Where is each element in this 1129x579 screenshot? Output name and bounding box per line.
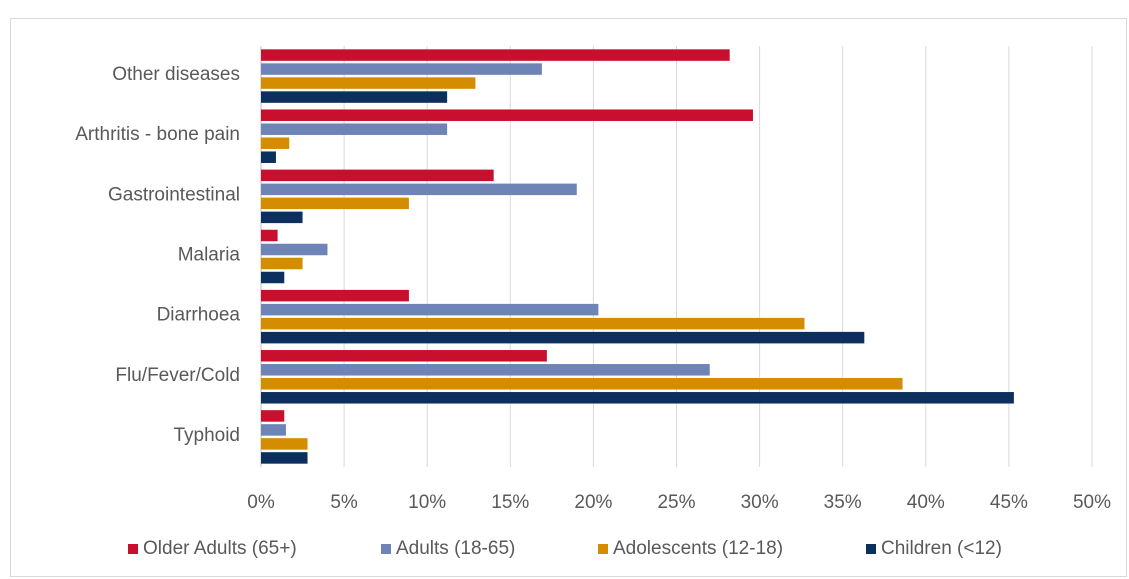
- bar-arthritis-bone-pain-older-adults-65: [261, 109, 753, 121]
- category-label-typhoid: Typhoid: [173, 425, 240, 446]
- bar-gastrointestinal-adolescents-12-18: [261, 197, 409, 210]
- bar-malaria-children-12: [261, 271, 285, 284]
- x-tick-label: 25%: [657, 492, 695, 513]
- legend-swatch: [866, 544, 876, 554]
- bar-other-diseases-older-adults-65: [261, 49, 730, 61]
- x-tick-label: 0%: [247, 492, 275, 513]
- legend-label: Older Adults (65+): [143, 538, 297, 559]
- gridlines: [343, 46, 1093, 467]
- x-axis-tick-labels: 0% 5% 10% 15% 20% 25% 30% 35% 40% 45% 50%: [247, 492, 1111, 513]
- bar-flu-fever-cold-children-12: [261, 392, 1014, 404]
- category-label-diarrhoea: Diarrhoea: [157, 305, 241, 326]
- category-label-malaria: Malaria: [178, 245, 241, 266]
- x-tick-label: 50%: [1073, 492, 1111, 513]
- legend-item-older-adults-65: Older Adults (65+): [128, 538, 297, 559]
- x-tick-label: 35%: [824, 492, 862, 513]
- bar-flu-fever-cold-older-adults-65: [261, 350, 547, 362]
- category-label-gastrointestinal: Gastrointestinal: [108, 184, 240, 205]
- bar-arthritis-bone-pain-adolescents-12-18: [261, 137, 290, 149]
- bars-layer: [261, 49, 1014, 464]
- category-label-flu-fever-cold: Flu/Fever/Cold: [115, 365, 240, 386]
- bar-diarrhoea-adolescents-12-18: [261, 317, 805, 330]
- bar-diarrhoea-children-12: [261, 331, 865, 344]
- bar-flu-fever-cold-adolescents-12-18: [261, 378, 903, 390]
- legend-swatch: [598, 544, 608, 554]
- x-tick-label: 30%: [741, 492, 779, 513]
- category-label-other-diseases: Other diseases: [112, 64, 240, 85]
- bar-typhoid-adults-18-65: [261, 424, 286, 436]
- legend-item-adolescents-12-18: Adolescents (12-18): [598, 538, 783, 559]
- bar-arthritis-bone-pain-adults-18-65: [261, 123, 448, 135]
- legend-label: Adolescents (12-18): [613, 538, 783, 559]
- bar-malaria-adults-18-65: [261, 243, 328, 256]
- x-tick-label: 10%: [408, 492, 446, 513]
- legend-swatch: [128, 544, 138, 554]
- bar-gastrointestinal-children-12: [261, 211, 303, 224]
- category-labels: Other diseases Arthritis - bone pain Gastr…: [75, 64, 240, 446]
- legend-label: Adults (18-65): [396, 538, 515, 559]
- legend-item-children-12: Children (<12): [866, 538, 1002, 559]
- bar-gastrointestinal-older-adults-65: [261, 169, 494, 182]
- category-label-arthritis-bone-pain: Arthritis - bone pain: [75, 124, 240, 145]
- bar-typhoid-older-adults-65: [261, 410, 285, 422]
- bar-typhoid-adolescents-12-18: [261, 438, 308, 450]
- bar-typhoid-children-12: [261, 452, 308, 464]
- x-tick-label: 45%: [990, 492, 1028, 513]
- bar-diarrhoea-older-adults-65: [261, 289, 409, 302]
- bar-arthritis-bone-pain-children-12: [261, 151, 276, 163]
- legend: Older Adults (65+) Adults (18-65) Adolesce…: [128, 538, 1002, 559]
- bar-flu-fever-cold-adults-18-65: [261, 364, 710, 376]
- bar-other-diseases-adults-18-65: [261, 63, 542, 75]
- bar-other-diseases-adolescents-12-18: [261, 77, 476, 89]
- legend-label: Children (<12): [881, 538, 1002, 559]
- x-tick-label: 5%: [330, 492, 358, 513]
- bar-malaria-adolescents-12-18: [261, 257, 303, 270]
- bar-gastrointestinal-adults-18-65: [261, 183, 577, 196]
- legend-swatch: [381, 544, 391, 554]
- bar-malaria-older-adults-65: [261, 229, 278, 242]
- bar-other-diseases-children-12: [261, 91, 448, 103]
- legend-item-adults-18-65: Adults (18-65): [381, 538, 515, 559]
- x-tick-label: 40%: [907, 492, 945, 513]
- bar-diarrhoea-adults-18-65: [261, 303, 599, 316]
- x-tick-label: 15%: [491, 492, 529, 513]
- x-tick-label: 20%: [574, 492, 612, 513]
